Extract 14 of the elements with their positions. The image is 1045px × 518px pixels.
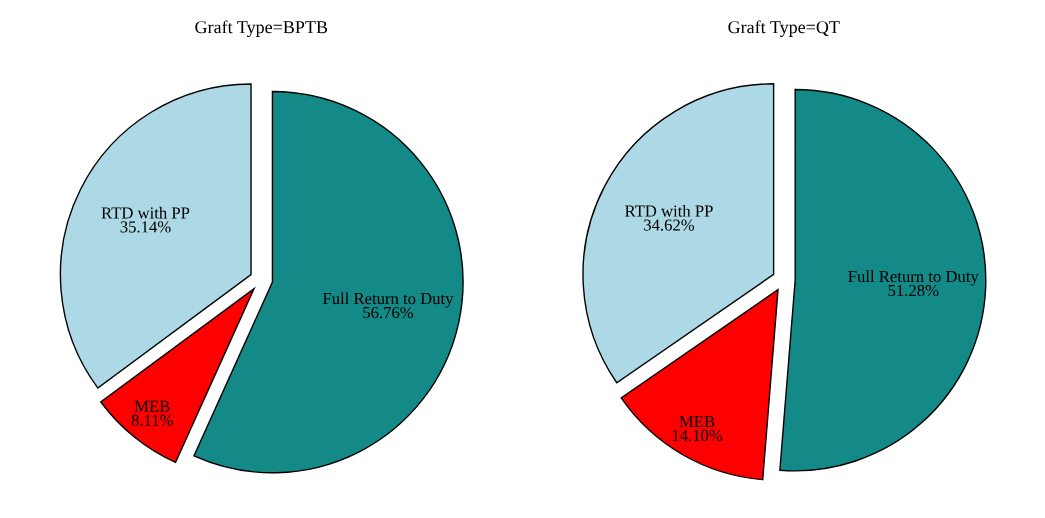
data-label: 51.28% — [888, 284, 939, 297]
slice-label: RTD with PP — [625, 204, 713, 217]
slice-label: MEB — [134, 400, 170, 412]
chart-title: Graft Type=BPTB — [195, 20, 328, 37]
slice-label: Full Return to Duty — [322, 292, 454, 308]
data-label: 34.62% — [644, 219, 695, 231]
data-label: 35.14% — [120, 221, 171, 233]
slice-label: RTD with PP — [101, 206, 190, 219]
data-label: 14.10% — [672, 429, 723, 442]
data-label: 56.76% — [363, 306, 414, 319]
slice-label: MEB — [679, 416, 715, 428]
chart-title: Graft Type=QT — [728, 20, 840, 37]
slice-label: Full Return to Duty — [848, 270, 979, 286]
data-label: 8.11% — [131, 414, 173, 426]
